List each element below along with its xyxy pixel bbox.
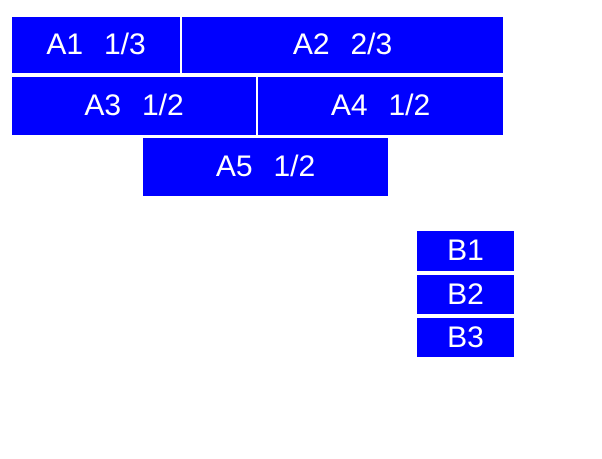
block-a4: A4 1/2 <box>258 77 503 135</box>
block-a3: A3 1/2 <box>12 77 256 135</box>
block-a1: A1 1/3 <box>12 17 180 73</box>
block-a2: A2 2/3 <box>182 17 503 73</box>
block-a5: A5 1/2 <box>143 138 388 196</box>
block-b3: B3 <box>417 318 514 357</box>
block-b2: B2 <box>417 275 514 314</box>
block-b1: B1 <box>417 231 514 271</box>
